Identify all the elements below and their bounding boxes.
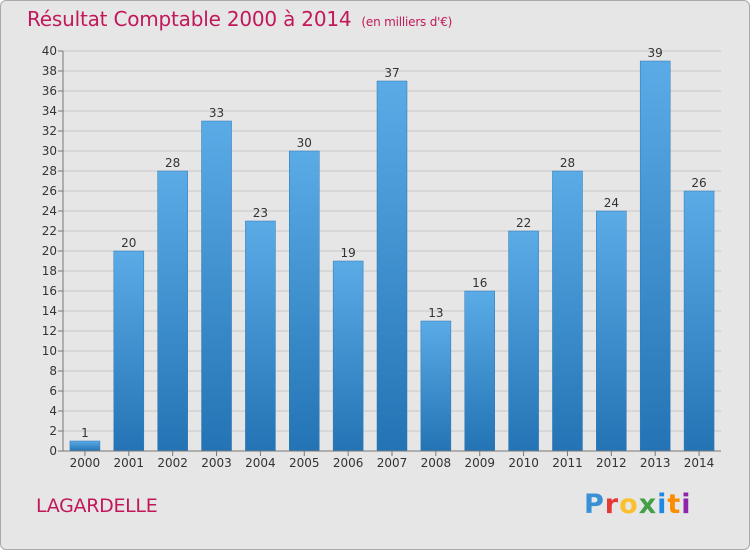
x-tick-label: 2012 bbox=[596, 456, 627, 470]
x-tick-label: 2006 bbox=[333, 456, 364, 470]
bar-2006 bbox=[332, 260, 364, 452]
chart-title: Résultat Comptable 2000 à 2014 (en millie… bbox=[27, 7, 452, 31]
y-tick-label: 30 bbox=[42, 144, 57, 158]
bar-2008 bbox=[420, 320, 452, 452]
chart-title-text: Résultat Comptable 2000 à 2014 bbox=[27, 7, 352, 31]
bar-2007 bbox=[376, 80, 408, 452]
bar-value-label: 28 bbox=[165, 156, 180, 170]
bar-value-label: 30 bbox=[297, 136, 312, 150]
logo-letter: P bbox=[584, 489, 605, 520]
x-tick-label: 2002 bbox=[157, 456, 188, 470]
bar-value-label: 16 bbox=[472, 276, 487, 290]
y-tick-label: 10 bbox=[42, 344, 57, 358]
bar-2014 bbox=[683, 190, 715, 452]
bar-2005 bbox=[289, 150, 320, 452]
y-tick-label: 20 bbox=[42, 244, 57, 258]
logo-letter: o bbox=[619, 489, 639, 520]
x-tick-label: 2007 bbox=[377, 456, 408, 470]
y-tick-label: 14 bbox=[42, 304, 57, 318]
bar-2010 bbox=[508, 230, 539, 452]
bar-2000 bbox=[69, 440, 101, 452]
y-tick-label: 2 bbox=[49, 424, 57, 438]
x-tick-label: 2000 bbox=[70, 456, 101, 470]
bar-value-label: 33 bbox=[209, 106, 224, 120]
y-tick-label: 26 bbox=[42, 184, 57, 198]
bar-value-label: 28 bbox=[560, 156, 575, 170]
chart-subtitle: (en milliers d'€) bbox=[361, 15, 453, 29]
bar-value-label: 24 bbox=[604, 196, 619, 210]
y-tick-label: 40 bbox=[42, 44, 57, 58]
x-tick-label: 2005 bbox=[289, 456, 320, 470]
bar-value-label: 23 bbox=[253, 206, 268, 220]
logo-letter: r bbox=[604, 489, 620, 520]
bar-value-label: 19 bbox=[340, 246, 355, 260]
x-axis: 2000 2001 2002 2003 2004 2005 2006 2007 2008 2009… bbox=[63, 450, 721, 470]
logo-letter: t bbox=[667, 489, 682, 520]
logo-letter: i bbox=[681, 489, 692, 520]
y-tick-label: 0 bbox=[49, 444, 57, 458]
bar-2001 bbox=[113, 250, 145, 452]
x-tick-label: 2011 bbox=[552, 456, 583, 470]
bar-2013 bbox=[639, 60, 671, 452]
x-tick-label: 2010 bbox=[508, 456, 539, 470]
bar-2003 bbox=[201, 120, 232, 452]
bar-value-label: 20 bbox=[121, 236, 136, 250]
x-tick-label: 2008 bbox=[421, 456, 452, 470]
y-tick-label: 28 bbox=[42, 164, 57, 178]
y-tick-label: 32 bbox=[42, 124, 57, 138]
bar-2004 bbox=[245, 220, 276, 452]
y-tick-label: 6 bbox=[49, 384, 57, 398]
bar-value-label: 1 bbox=[81, 426, 89, 440]
bar-2011 bbox=[552, 170, 583, 452]
y-tick-label: 8 bbox=[49, 364, 57, 378]
y-tick-label: 34 bbox=[42, 104, 57, 118]
bar-2002 bbox=[157, 170, 188, 452]
x-tick-label: 2004 bbox=[245, 456, 276, 470]
y-tick-label: 24 bbox=[42, 204, 57, 218]
y-tick-label: 12 bbox=[42, 324, 57, 338]
y-tick-label: 18 bbox=[42, 264, 57, 278]
bar-value-label: 22 bbox=[516, 216, 531, 230]
logo-letter: i bbox=[657, 489, 668, 520]
x-tick-label: 2001 bbox=[114, 456, 145, 470]
y-tick-label: 4 bbox=[49, 404, 57, 418]
y-tick-label: 22 bbox=[42, 224, 57, 238]
x-tick-label: 2003 bbox=[201, 456, 232, 470]
bar-value-label: 13 bbox=[428, 306, 443, 320]
bar-value-label: 26 bbox=[691, 176, 706, 190]
x-tick-label: 2014 bbox=[684, 456, 715, 470]
bars: 1 20 28 33 23 30 19 37 13 16 22 28 24 39 26 bbox=[69, 46, 715, 452]
proxiti-logo: Proxiti bbox=[584, 489, 692, 520]
bar-2012 bbox=[596, 210, 627, 452]
y-tick-label: 36 bbox=[42, 84, 57, 98]
bar-value-label: 37 bbox=[384, 66, 399, 80]
logo-letter: x bbox=[638, 489, 658, 520]
x-tick-label: 2009 bbox=[464, 456, 495, 470]
bar-value-label: 39 bbox=[648, 46, 663, 60]
bar-2009 bbox=[464, 290, 495, 452]
y-tick-label: 16 bbox=[42, 284, 57, 298]
commune-name: LAGARDELLE bbox=[36, 495, 158, 517]
x-tick-label: 2013 bbox=[640, 456, 671, 470]
y-tick-label: 38 bbox=[42, 64, 57, 78]
